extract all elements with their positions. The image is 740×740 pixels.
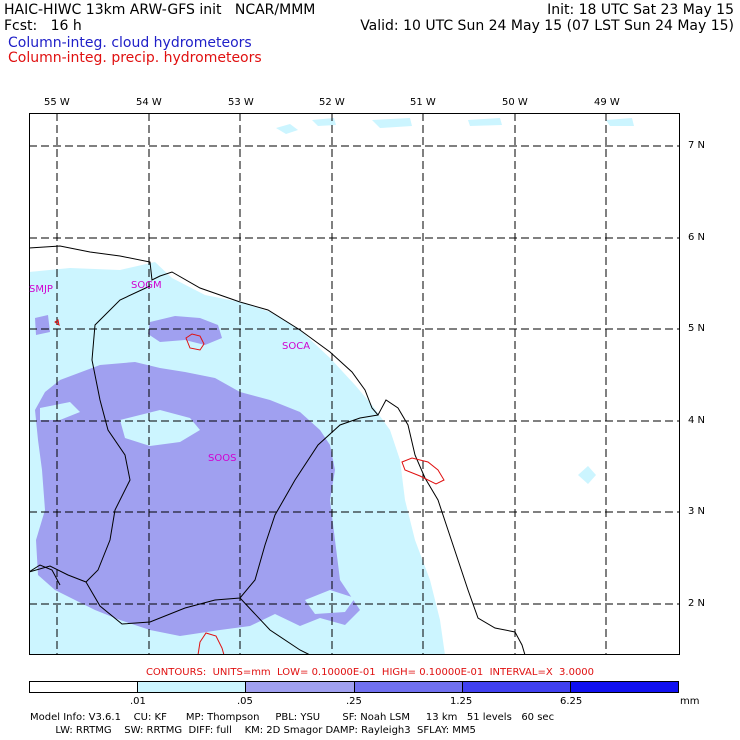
colorbar-label: .05 [237,696,253,707]
lat-label: 5 N [688,323,706,334]
precip-contour [54,319,60,327]
colorbar-label: 6.25 [560,696,583,707]
station-label: SOOS [208,453,237,464]
colorbar-units: mm [680,696,700,707]
colorbar [29,681,679,693]
precip-contour [197,632,225,655]
cloud-light-area [120,410,200,446]
colorbar-segment [246,682,355,692]
map-grid [29,113,680,655]
lon-label: 54 W [136,97,162,108]
field-cloud-label: Column-integ. cloud hydrometeors [8,35,252,51]
lat-label: 3 N [688,506,706,517]
model-info-line1: Model Info: V3.6.1 CU: KF MP: Thompson P… [30,712,555,723]
lat-label: 7 N [688,140,706,151]
colorbar-segment [30,682,139,692]
model-info-line2: LW: RRTMG SW: RRTMG DIFF: full KM: 2D Sm… [30,725,476,736]
colorbar-label: .25 [346,696,362,707]
cloud-medium-area [148,316,222,345]
cloud-light-area [230,350,285,374]
cloud-medium-area [35,315,50,335]
contours-note: CONTOURS: UNITS=mm LOW= 0.10000E-01 HIGH… [145,667,595,678]
border-line [29,285,151,583]
cloud-light-area [276,124,298,134]
border-line [239,597,311,655]
cloud-light-area [312,118,336,126]
cloud-light-area [372,118,412,128]
cloud-light-area [40,402,80,420]
cloud-medium-area [35,362,360,636]
border-line [29,564,61,586]
lat-label: 4 N [688,415,706,426]
lon-label: 49 W [594,97,620,108]
cloud-light-area [606,118,634,126]
colorbar-label: .01 [130,696,146,707]
lat-label: 6 N [688,232,706,243]
map-plot [29,113,680,655]
init-time: Init: 18 UTC Sat 23 May 15 [547,2,734,18]
colorbar-segment [462,682,571,692]
station-label: SOGM [131,280,162,291]
lon-label: 53 W [228,97,254,108]
colorbar-segment [138,682,247,692]
lat-label: 2 N [688,598,706,609]
precip-contour [185,333,205,351]
model-title: HAIC-HIWC 13km ARW-GFS init NCAR/MMM [4,2,316,18]
cloud-light-area [305,590,355,614]
colorbar-segment [354,682,463,692]
forecast-hour: Fcst: 16 h [4,18,82,34]
coastline [29,245,526,655]
valid-time: Valid: 10 UTC Sun 24 May 15 (07 LST Sun … [360,18,734,34]
lon-label: 50 W [502,97,528,108]
precip-contour [401,457,445,485]
lon-label: 55 W [44,97,70,108]
cloud-light-area [468,118,502,126]
station-label: SOCA [282,341,311,352]
colorbar-label: 1.25 [450,696,473,707]
border-line [85,414,379,625]
colorbar-segment [570,682,679,692]
field-precip-label: Column-integ. precip. hydrometeors [8,50,262,66]
lon-label: 51 W [410,97,436,108]
cloud-light-area [578,466,596,484]
lon-label: 52 W [319,97,345,108]
station-label: SMJP [29,284,53,295]
